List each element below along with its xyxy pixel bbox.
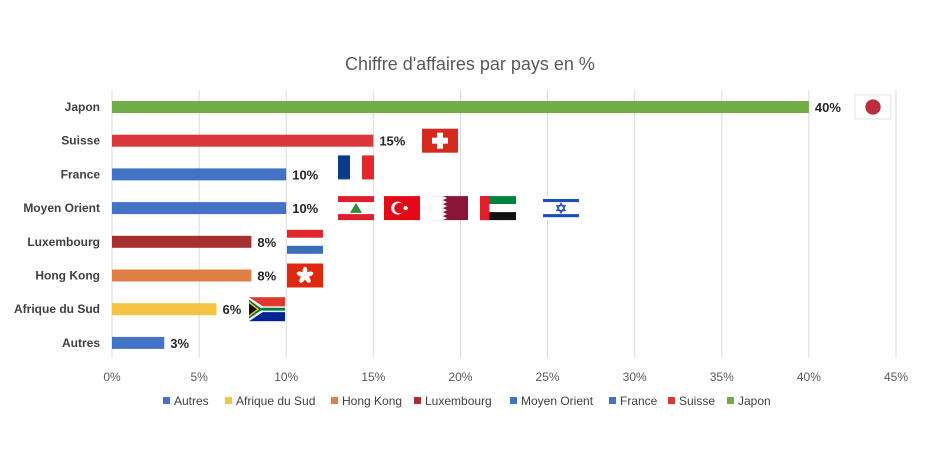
israel-flag-icon [543,196,579,221]
bar [112,168,287,181]
data-label: 10% [292,167,318,182]
data-label: 8% [257,235,276,250]
category-label: Moyen Orient [23,201,100,215]
x-tick-label: 5% [190,370,208,384]
chart-title: Chiffre d'affaires par pays en % [345,54,595,74]
category-labels: Japon Suisse France Moyen Orient Luxembourg H… [14,100,100,350]
legend-swatch [163,397,170,404]
legend-item: Suisse [668,394,715,408]
x-tick-label: 10% [274,370,298,384]
x-tick-label: 25% [536,370,560,384]
hong-kong-flag-icon [287,263,323,288]
legend-swatch [668,397,675,404]
legend-item: Luxembourg [414,394,492,408]
uae-flag-icon [480,196,516,221]
bar [112,336,165,349]
legend-item: Autres [163,394,209,408]
legend-swatch [331,397,338,404]
legend-label: Luxembourg [425,394,492,408]
category-label: Afrique du Sud [14,302,100,316]
legend-swatch [414,397,421,404]
bar [112,134,374,147]
x-tick-label: 45% [884,370,908,384]
data-label: 3% [170,336,189,351]
x-tick-label: 15% [361,370,385,384]
legend-label: Suisse [679,394,715,408]
legend-label: Japon [738,394,771,408]
switzerland-flag-icon [422,128,458,153]
category-label: Japon [65,100,100,114]
south-africa-flag-icon [249,297,285,322]
bar [112,235,252,248]
legend-label: Moyen Orient [521,394,594,408]
x-tick-label: 35% [710,370,734,384]
flags [249,94,892,322]
bar [112,303,217,316]
legend-item: France [609,394,658,408]
bar [112,202,287,215]
legend-label: Afrique du Sud [236,394,315,408]
legend-item: Hong Kong [331,394,402,408]
x-tick-label: 40% [797,370,821,384]
bar [112,269,252,282]
legend-label: Autres [174,394,209,408]
legend-swatch [510,397,517,404]
x-tick-label: 30% [623,370,647,384]
legend: Autres Afrique du Sud Hong Kong Luxembourg M… [163,394,771,408]
legend-swatch [727,397,734,404]
legend-label: France [620,394,658,408]
category-label: Autres [62,336,100,350]
france-flag-icon [338,155,374,180]
legend-item: Moyen Orient [510,394,594,408]
qatar-flag-icon [432,196,468,221]
x-tick-label: 20% [448,370,472,384]
luxembourg-flag-icon [287,229,323,254]
bar [112,101,809,113]
legend-item: Japon [727,394,771,408]
data-label: 6% [223,302,242,317]
category-label: Suisse [61,134,100,148]
legend-swatch [609,397,616,404]
bars [112,101,809,349]
x-axis-tick-labels: 0% 5% 10% 15% 20% 25% 30% 35% 40% 45% [103,370,908,384]
turkey-flag-icon [384,196,420,221]
category-label: Luxembourg [27,235,100,249]
gridlines [111,90,897,358]
legend-swatch [225,397,232,404]
x-tick-label: 0% [103,370,121,384]
data-label: 10% [292,201,318,216]
data-label: 8% [257,269,276,284]
category-label: France [61,167,101,181]
lebanon-flag-icon [338,196,374,221]
category-label: Hong Kong [35,269,100,283]
japan-flag-icon [854,94,892,120]
legend-label: Hong Kong [342,394,402,408]
data-label: 15% [379,134,405,149]
data-label: 40% [815,100,841,115]
data-labels: 40% 15% 10% 10% 8% 8% 6% 3% [170,100,841,351]
legend-item: Afrique du Sud [225,394,315,408]
